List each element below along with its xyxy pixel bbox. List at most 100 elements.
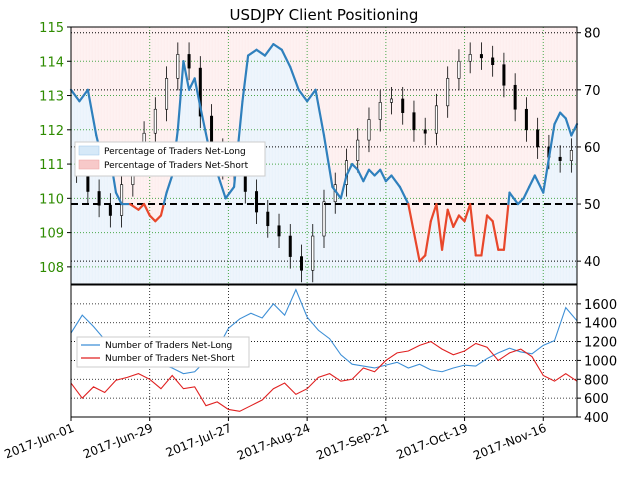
positioning-segment xyxy=(247,48,258,57)
legend-label-net-long-pct: Percentage of Traders Net-Long xyxy=(104,147,246,157)
positioning-segment xyxy=(193,77,202,109)
positioning-segment xyxy=(148,214,157,223)
left-axis-label: 113 xyxy=(39,90,64,105)
candle-body xyxy=(513,84,517,110)
bottom-right-axis: 400 600 800 1000 1200 1400 1600 xyxy=(577,298,617,426)
positioning-segment xyxy=(367,168,376,177)
legend-label-net-short-pct: Percentage of Traders Net-Short xyxy=(104,161,249,171)
bottom-axis-label: 1600 xyxy=(584,298,617,313)
left-axis-label: 109 xyxy=(39,227,64,242)
x-axis: 2017-Jun-01 2017-Jun-29 2017-Jul-27 2017-Au… xyxy=(2,417,548,463)
bottom-axis-label: 800 xyxy=(584,373,609,388)
positioning-segment xyxy=(528,174,536,189)
positioning-segment xyxy=(446,208,455,228)
positioning-segment xyxy=(297,88,309,103)
positioning-segment xyxy=(165,174,174,194)
positioning-segment xyxy=(508,191,520,206)
positioning-segment xyxy=(289,65,300,91)
legend-box xyxy=(76,336,250,368)
x-axis-label: 2017-Aug-24 xyxy=(235,421,312,463)
positioning-segment xyxy=(384,174,393,183)
positioning-segment xyxy=(542,157,550,194)
positioning-segment xyxy=(331,185,342,200)
left-axis-label: 110 xyxy=(39,192,64,207)
number-of-traders-net-short-line xyxy=(70,340,578,412)
left-axis-label: 111 xyxy=(39,158,64,173)
positioning-segment xyxy=(176,60,185,131)
positioning-segment xyxy=(407,202,416,234)
positioning-segment xyxy=(162,191,168,206)
x-axis-label: 2017-Nov-16 xyxy=(471,421,548,463)
top-panel: USDJPY Client Positioning 108 109 110 111 11… xyxy=(39,6,601,285)
positioning-segment xyxy=(114,191,123,206)
right-axis-label: 80 xyxy=(584,27,601,42)
candle-body xyxy=(502,64,506,86)
positioning-segment xyxy=(137,202,146,211)
bottom-axis-label: 400 xyxy=(584,411,609,426)
positioning-segment xyxy=(412,231,421,263)
candle-body xyxy=(569,150,573,161)
positioning-segment xyxy=(351,162,359,171)
positioning-segment xyxy=(373,168,382,177)
positioning-segment xyxy=(280,48,292,69)
positioning-segment xyxy=(314,88,326,137)
candle-body xyxy=(266,211,270,227)
chart-title: USDJPY Client Positioning xyxy=(230,6,419,24)
positioning-segment xyxy=(322,134,334,189)
candle-body xyxy=(311,235,315,271)
positioning-segment xyxy=(356,168,365,183)
positioning-segment xyxy=(263,43,275,57)
net-short-area xyxy=(71,27,577,262)
positioning-segment xyxy=(553,111,562,126)
positioning-segment xyxy=(154,214,163,223)
left-axis-label: 108 xyxy=(39,261,64,276)
positioning-segment xyxy=(142,202,151,217)
positioning-segment xyxy=(241,54,250,103)
candle-body xyxy=(389,98,393,103)
positioning-segment xyxy=(457,214,466,223)
candle-body xyxy=(412,112,416,131)
candle-body xyxy=(356,139,360,161)
x-axis-label: 2017-Jun-01 xyxy=(2,421,76,462)
bottom-axis-label: 1000 xyxy=(584,354,617,369)
bottom-legend: Number of Traders Net-Long Number of Tra… xyxy=(76,336,250,368)
candle-body xyxy=(468,54,472,62)
positioning-segment xyxy=(218,180,227,200)
x-axis-label: 2017-Sep-21 xyxy=(314,421,391,463)
positioning-segment xyxy=(272,43,283,51)
candle-body xyxy=(176,54,180,79)
legend-swatch-net-short-pct xyxy=(78,159,100,170)
candle-body xyxy=(322,201,326,237)
positioning-segment xyxy=(452,214,461,228)
positioning-segment xyxy=(306,88,317,103)
left-axis-label: 114 xyxy=(39,55,64,70)
positioning-segment xyxy=(564,117,573,137)
x-axis-label: 2017-Oct-19 xyxy=(394,421,469,462)
legend-box xyxy=(74,141,266,177)
bottom-axis-label: 600 xyxy=(584,392,609,407)
positioning-segment xyxy=(339,174,348,200)
candle-body xyxy=(198,67,202,117)
positioning-segment xyxy=(390,174,401,189)
candle-body xyxy=(524,108,528,131)
candle-body xyxy=(401,98,405,113)
positioning-segment xyxy=(480,214,489,257)
top-panel-frame xyxy=(70,26,578,285)
right-axis-label: 60 xyxy=(584,141,601,156)
positioning-segment xyxy=(440,208,449,251)
candle-body xyxy=(108,204,112,216)
positioning-segment xyxy=(469,202,477,257)
right-axis-label: 40 xyxy=(584,255,601,270)
positioning-segment xyxy=(78,88,89,103)
positioning-segment xyxy=(182,60,191,91)
positioning-segment xyxy=(559,111,567,120)
candle-body xyxy=(423,129,427,134)
left-axis-label: 115 xyxy=(39,21,64,36)
legend-swatch-net-long-pct xyxy=(78,145,100,156)
positioning-segment xyxy=(491,220,500,251)
top-legend: Percentage of Traders Net-Long Percentag… xyxy=(74,141,266,177)
candle-body xyxy=(97,191,101,206)
candle-body xyxy=(446,78,450,107)
positioning-segment xyxy=(159,202,165,217)
